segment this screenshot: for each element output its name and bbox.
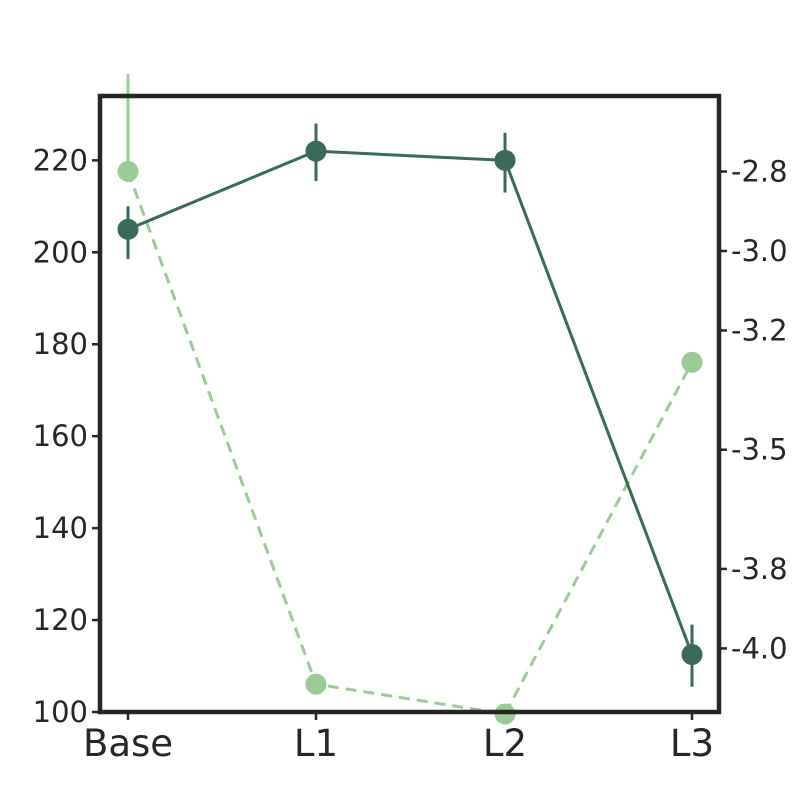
left-tick-label: 140 — [33, 511, 88, 545]
x-tick-label: L3 — [670, 722, 714, 765]
series-line-primary — [127, 149, 694, 656]
left-tick-label: 100 — [33, 695, 88, 729]
x-tick-label: L2 — [483, 722, 527, 765]
data-point-primary — [117, 218, 139, 240]
right-tick-label: -3.2 — [731, 313, 788, 347]
right-tick-label: -2.8 — [731, 155, 788, 189]
series-line-secondary — [126, 170, 694, 716]
right-tick-label: -3.5 — [731, 433, 788, 467]
x-axis: Base L1 L2 L3 — [83, 712, 714, 765]
right-y-axis: -2.8 -3.0 -3.2 -3.5 -3.8 -4.0 — [719, 155, 788, 665]
data-point-secondary — [117, 161, 139, 183]
series-layer — [117, 74, 703, 725]
left-tick-label: 160 — [33, 419, 88, 453]
right-tick-label: -4.0 — [731, 631, 788, 665]
data-point-primary — [681, 644, 703, 666]
data-point-secondary — [681, 351, 703, 373]
data-point-primary — [305, 140, 327, 162]
right-tick-label: -3.8 — [731, 552, 788, 586]
plot-frame — [97, 93, 722, 715]
data-point-secondary — [305, 673, 327, 695]
x-tick-label: L1 — [294, 722, 338, 765]
left-tick-label: 120 — [33, 603, 88, 637]
left-y-axis: 100 120 140 160 180 200 220 — [33, 143, 100, 729]
left-tick-label: 180 — [33, 327, 88, 361]
right-tick-label: -3.0 — [731, 234, 788, 268]
left-tick-label: 200 — [33, 235, 88, 269]
x-tick-label: Base — [83, 722, 173, 765]
data-point-primary — [494, 149, 516, 171]
left-tick-label: 220 — [33, 143, 88, 177]
